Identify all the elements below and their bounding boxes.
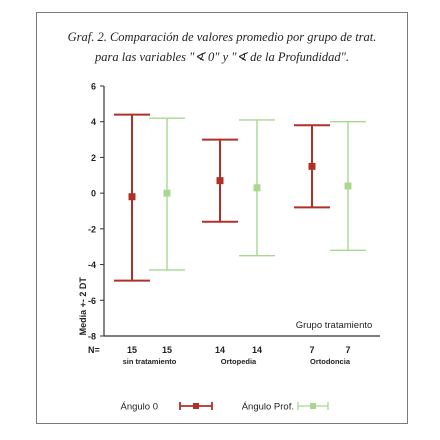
n-value: 15: [162, 345, 172, 355]
y-tick-label: -2: [88, 224, 96, 234]
n-value: 14: [215, 345, 225, 355]
x-group-label: Ortopedia: [221, 357, 257, 366]
x-group-title: Grupo tratamiento: [296, 320, 373, 331]
y-axis-label: Media +- 2 DT: [78, 277, 88, 336]
y-tick-label: 6: [91, 82, 96, 92]
mean-marker: [128, 193, 136, 201]
mean-marker: [163, 189, 171, 197]
mean-marker: [216, 177, 224, 185]
n-value: 14: [252, 345, 262, 355]
y-tick-label: -6: [88, 296, 96, 306]
y-tick-label: 4: [91, 117, 96, 127]
mean-marker: [253, 184, 261, 192]
n-value: 7: [345, 345, 350, 355]
n-value: 15: [127, 345, 137, 355]
x-group-label: Ortodoncia: [310, 357, 351, 366]
x-group-label: sin tratamiento: [123, 357, 177, 366]
n-value: 7: [309, 345, 314, 355]
legend-label: Ángulo 0: [120, 402, 158, 413]
mean-marker: [344, 182, 352, 190]
y-tick-label: -8: [88, 332, 96, 342]
caption-line-2: para las variables "∢ 0" y "∢ de la Prof…: [95, 50, 349, 64]
figure-frame: [36, 12, 408, 424]
legend-marker: [193, 403, 199, 409]
y-tick-label: -4: [88, 260, 96, 270]
mean-marker: [308, 162, 316, 170]
caption-line-1: Graf. 2. Comparación de valores promedio…: [67, 30, 377, 44]
legend-label: Ángulo Prof.: [242, 402, 294, 413]
y-tick-label: 0: [91, 189, 96, 199]
y-tick-label: 2: [91, 153, 96, 163]
legend-marker: [310, 403, 316, 409]
n-label: N=: [88, 345, 100, 355]
